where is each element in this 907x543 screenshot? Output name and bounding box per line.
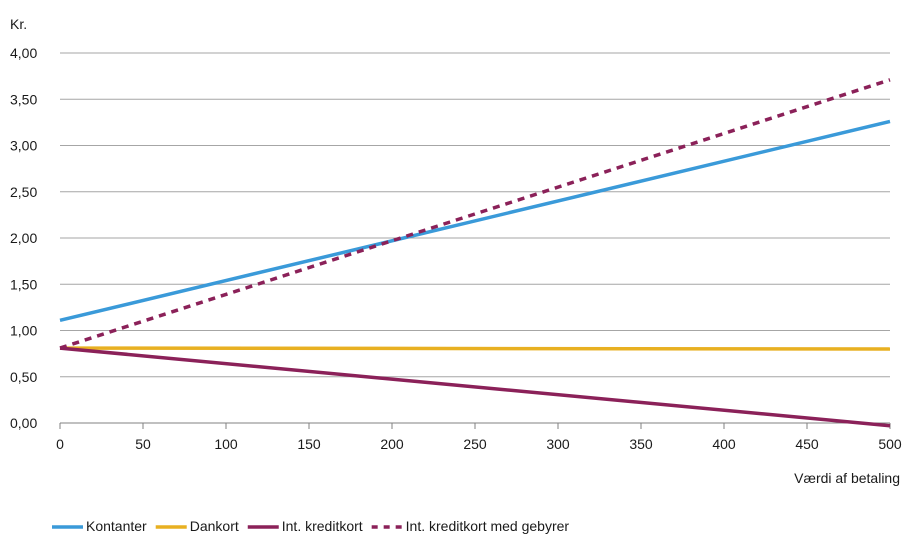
legend: Kontanter Dankort Int. kreditkort Int. kred…: [52, 518, 569, 534]
y-axis-title: Kr.: [10, 16, 27, 32]
legend-label: Kontanter: [86, 518, 147, 534]
series-line: [59, 119, 891, 323]
legend-label: Dankort: [190, 518, 239, 534]
legend-item: Int. kreditkort med gebyrer: [371, 518, 570, 534]
series-line: [59, 346, 891, 351]
series-lines: [59, 78, 891, 428]
legend-item: Kontanter: [52, 518, 147, 534]
tick-labels: 0,00 0,50 1,00 1,50 2,00 2,50 3,00 3,50 4,00 0 50 1…: [10, 45, 902, 452]
x-tick-label: 0: [56, 436, 64, 452]
x-tick-label: 50: [135, 436, 151, 452]
x-tick-label: 250: [463, 436, 487, 452]
y-tick-label: 1,00: [10, 323, 37, 339]
y-tick-label: 0,50: [10, 369, 37, 385]
x-tick-label: 400: [712, 436, 736, 452]
x-tick-label: 300: [546, 436, 570, 452]
x-tick-label: 350: [629, 436, 653, 452]
y-tick-label: 1,50: [10, 276, 37, 292]
legend-label: Int. kreditkort med gebyrer: [406, 518, 570, 534]
x-axis-title: Værdi af betaling: [794, 470, 900, 486]
legend-label: Int. kreditkort: [282, 518, 363, 534]
axes: [59, 422, 891, 429]
y-tick-label: 2,00: [10, 230, 37, 246]
series-line: [59, 78, 891, 350]
legend-item: Int. kreditkort: [247, 518, 363, 534]
x-tick-label: 500: [878, 436, 902, 452]
x-tick-label: 100: [214, 436, 238, 452]
x-tick-label: 200: [380, 436, 404, 452]
x-tick-label: 450: [795, 436, 819, 452]
y-tick-label: 3,50: [10, 91, 37, 107]
y-tick-label: 0,00: [10, 415, 37, 431]
series-line: [59, 346, 891, 428]
x-tick-label: 150: [297, 436, 321, 452]
y-tick-label: 2,50: [10, 184, 37, 200]
legend-item: Dankort: [155, 518, 239, 534]
grid-lines: [60, 52, 890, 378]
y-tick-label: 4,00: [10, 45, 37, 61]
y-tick-label: 3,00: [10, 138, 37, 154]
